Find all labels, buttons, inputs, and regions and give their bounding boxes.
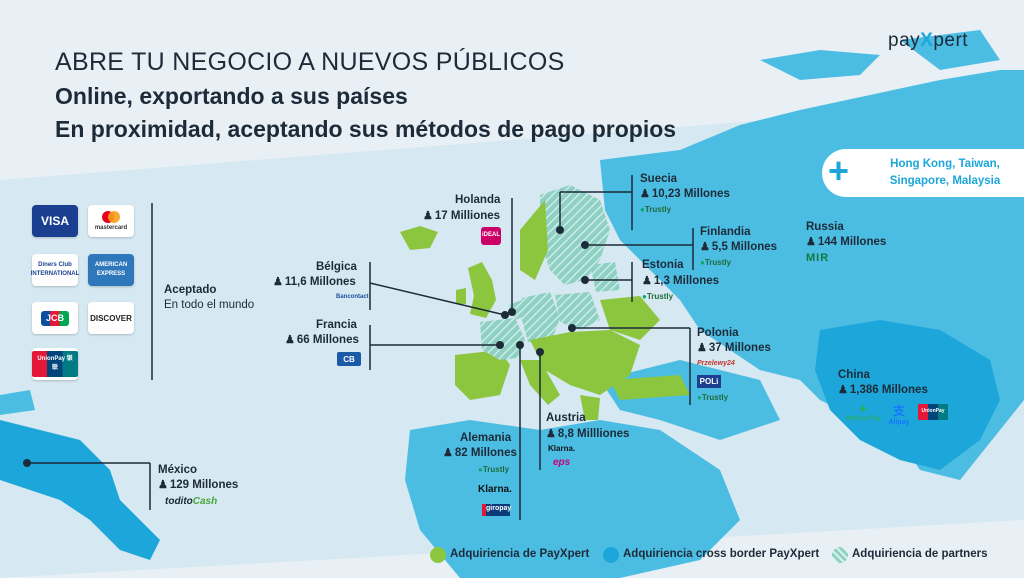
plus-icon: + bbox=[828, 150, 850, 191]
visa-logo: VISA bbox=[32, 205, 78, 237]
person-icon: ♟ bbox=[806, 236, 816, 248]
cb-logo: CB bbox=[337, 352, 361, 366]
legend-partners: Adquiriencia de partners bbox=[852, 548, 988, 560]
legend-payxpert: Adquiriencia de PayXpert bbox=[450, 548, 590, 560]
suecia-name: Suecia bbox=[640, 173, 678, 185]
trustly-logo-suecia: ●Trustly bbox=[640, 205, 672, 214]
wechat-icon: ✦ bbox=[857, 402, 869, 416]
alipay-logo: 支 Alipay bbox=[884, 402, 914, 426]
extra-regions-box bbox=[822, 149, 1024, 197]
jcb-logo: JCB bbox=[32, 302, 78, 334]
poli-logo: POLi bbox=[697, 375, 721, 388]
mastercard-logo: mastercard bbox=[88, 205, 134, 237]
giropay-logo: giropay bbox=[482, 504, 511, 516]
poland-shape bbox=[555, 292, 600, 330]
person-icon: ♟ bbox=[642, 275, 652, 287]
iberia-shape bbox=[455, 350, 510, 400]
person-icon: ♟ bbox=[838, 384, 848, 396]
mexico-pop: ♟ 129 Millones bbox=[158, 479, 239, 491]
uk-shape bbox=[468, 262, 496, 318]
east-europe-shape bbox=[530, 330, 640, 395]
austria-name: Austria bbox=[546, 412, 586, 424]
przelewy-logo: Przelewy24 bbox=[697, 360, 735, 367]
francia-name: Francia bbox=[316, 319, 357, 331]
norway-shape bbox=[520, 200, 548, 280]
russia-name: Russia bbox=[806, 221, 844, 233]
russia-pop: ♟ 144 Millones bbox=[806, 236, 887, 248]
estonia-name: Estonia bbox=[642, 259, 684, 271]
extra-regions-text: Hong Kong, Taiwan, Singapore, Malaysia bbox=[889, 158, 1001, 187]
finlandia-pop: ♟ 5,5 Millones bbox=[700, 241, 778, 253]
belgica-pop: ♟ 11,6 Millones bbox=[273, 276, 356, 288]
accepted-sub: En todo el mundo bbox=[164, 299, 255, 311]
discover-logo: DISCOVER bbox=[88, 302, 134, 334]
person-icon: ♟ bbox=[640, 188, 650, 200]
person-icon: ♟ bbox=[697, 342, 707, 354]
francia-pop: ♟ 66 Millones bbox=[285, 334, 359, 346]
amex-logo: AMERICAN EXPRESS bbox=[88, 254, 134, 286]
iceland-shape bbox=[400, 226, 438, 250]
china-name: China bbox=[838, 369, 870, 381]
germany-shape bbox=[522, 292, 560, 342]
person-icon: ♟ bbox=[546, 428, 556, 440]
alemania-name: Alemania bbox=[460, 432, 512, 444]
diners-logo: Diners Club INTERNATIONAL bbox=[31, 254, 79, 286]
trustly-logo-polonia: ●Trustly bbox=[697, 393, 729, 402]
finlandia-name: Finlandia bbox=[700, 226, 751, 238]
africa-shape bbox=[405, 420, 740, 578]
legend-blue-dot bbox=[603, 547, 619, 563]
connector-lines bbox=[27, 175, 694, 520]
holanda-pop: ♟ 17 Milliones bbox=[423, 210, 501, 222]
person-icon: ♟ bbox=[423, 210, 433, 222]
headline-proximity: En proximidad, aceptando sus métodos de … bbox=[55, 116, 677, 142]
baltics-shape bbox=[590, 262, 620, 292]
klarna-logo-austria: Klarna. bbox=[548, 444, 576, 453]
person-icon: ♟ bbox=[273, 276, 283, 288]
china-shape bbox=[815, 320, 1000, 470]
china-pop: ♟ 1,386 Millones bbox=[838, 384, 928, 396]
mexico-shape bbox=[0, 420, 160, 560]
accepted-label: Aceptado bbox=[164, 284, 217, 296]
legend-green-dot bbox=[430, 547, 446, 563]
legend-cross: Adquiriencia cross border PayXpert bbox=[623, 548, 820, 560]
unionpay-logo: UnionPay bbox=[918, 404, 948, 420]
eps-logo: eps bbox=[553, 457, 571, 468]
unionpay-card-logo: UnionPay 银联 bbox=[32, 348, 78, 380]
mexico-name: México bbox=[158, 464, 197, 476]
scandinavia-shape bbox=[540, 185, 610, 285]
todito-cash-logo: toditoCash bbox=[165, 496, 218, 507]
mir-logo: MIR bbox=[806, 252, 830, 264]
headline-online: Online, exportando a sus países bbox=[55, 83, 408, 109]
polonia-name: Polonia bbox=[697, 327, 739, 339]
trustly-logo-alemania: ●Trustly bbox=[478, 465, 510, 474]
trustly-logo-estonia: ●Trustly bbox=[642, 292, 674, 301]
klarna-logo-alemania: Klarna. bbox=[478, 484, 512, 495]
headline-main: ABRE TU NEGOCIO A NUEVOS PÚBLICOS bbox=[55, 48, 565, 76]
bancontact-logo: Bancontact bbox=[336, 294, 369, 300]
ideal-logo: iDEAL bbox=[481, 227, 501, 245]
austria-pop: ♟ 8,8 Millliones bbox=[546, 428, 630, 440]
polonia-pop: ♟ 37 Millones bbox=[697, 342, 771, 354]
person-icon: ♟ bbox=[285, 334, 295, 346]
person-icon: ♟ bbox=[158, 479, 168, 491]
person-icon: ♟ bbox=[443, 447, 453, 459]
suecia-pop: ♟ 10,23 Millones bbox=[640, 188, 730, 200]
person-icon: ♟ bbox=[700, 241, 710, 253]
legend-hatch-dot bbox=[832, 547, 848, 563]
france-shape bbox=[480, 318, 525, 360]
estonia-pop: ♟ 1,3 Millones bbox=[642, 275, 720, 287]
alemania-pop: ♟ 82 Millones bbox=[443, 447, 517, 459]
trustly-logo-finlandia: ●Trustly bbox=[700, 258, 732, 267]
alipay-icon: 支 bbox=[892, 404, 905, 418]
wechat-logo: ✦ WeChat Pay bbox=[845, 402, 881, 422]
holanda-name: Holanda bbox=[455, 194, 501, 206]
payxpert-logo: payXpert bbox=[888, 30, 969, 51]
belgica-name: Bélgica bbox=[316, 261, 357, 273]
